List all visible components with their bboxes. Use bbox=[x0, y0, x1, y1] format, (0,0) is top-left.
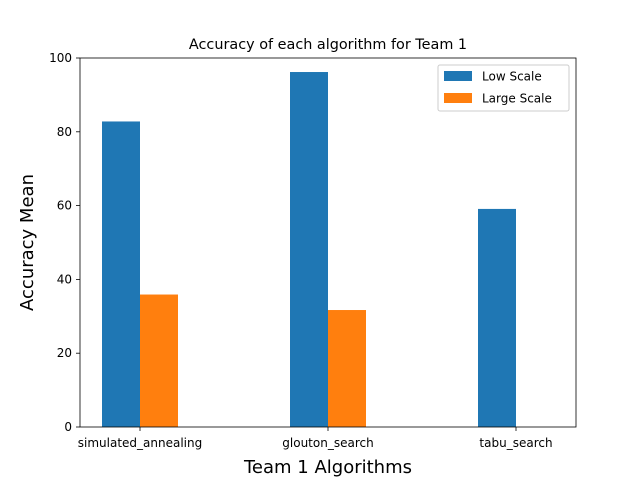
y-tick-label: 60 bbox=[57, 199, 72, 213]
bar-low-scale-tabu_search bbox=[478, 208, 516, 427]
y-tick-label: 40 bbox=[57, 272, 72, 286]
y-tick-label: 100 bbox=[49, 51, 72, 65]
x-tick-label: simulated_annealing bbox=[78, 436, 202, 450]
x-axis-ticks: simulated_annealing glouton_search tabu_se… bbox=[78, 427, 553, 450]
plot-frame bbox=[79, 57, 577, 428]
y-tick-label: 20 bbox=[57, 346, 72, 360]
y-tick-label: 80 bbox=[57, 125, 72, 139]
x-tick-label: tabu_search bbox=[479, 436, 552, 450]
legend-swatch-low-scale bbox=[444, 71, 472, 81]
x-axis-label: Team 1 Algorithms bbox=[243, 457, 412, 478]
y-axis-ticks: 0 20 40 60 80 100 bbox=[49, 51, 80, 434]
legend-swatch-large-scale bbox=[444, 93, 472, 103]
legend-label: Low Scale bbox=[482, 70, 542, 84]
legend: Low Scale Large Scale bbox=[437, 64, 570, 112]
bar-large-scale-simulated_annealing bbox=[140, 294, 178, 427]
x-tick-label: glouton_search bbox=[282, 436, 373, 450]
bars-group bbox=[102, 72, 516, 427]
bar-low-scale-simulated_annealing bbox=[102, 121, 140, 427]
legend-label: Large Scale bbox=[482, 92, 552, 106]
bar-large-scale-glouton_search bbox=[328, 310, 366, 427]
y-tick-label: 0 bbox=[64, 420, 72, 434]
chart-title: Accuracy of each algorithm for Team 1 bbox=[189, 37, 467, 53]
y-axis-label: Accuracy Mean bbox=[17, 174, 38, 311]
bar-low-scale-glouton_search bbox=[290, 72, 328, 427]
